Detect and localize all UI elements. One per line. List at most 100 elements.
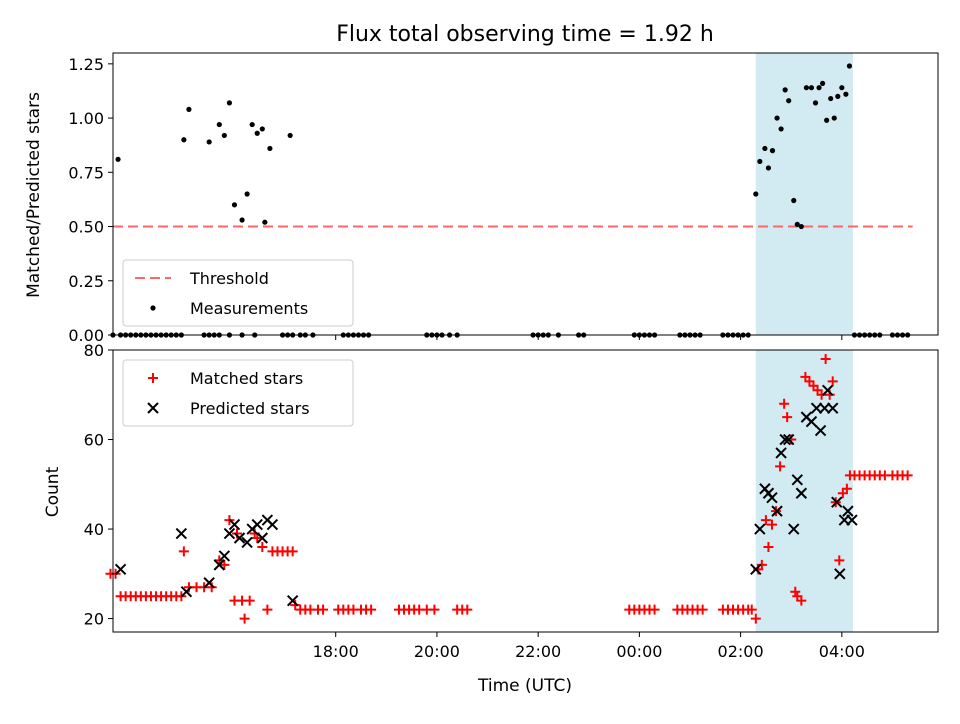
predicted-star-point [805,415,818,428]
matched-star-point [244,595,255,606]
matched-star-point [760,515,771,526]
measurement-point [231,202,238,208]
measurement-point [239,217,245,223]
measurement-point [824,117,830,123]
x-tick-label: 00:00 [616,642,662,661]
predicted-star-point [203,577,215,589]
matched-star-point [746,604,757,615]
legend-matched-swatch [148,373,158,383]
predicted-star-point [233,532,246,544]
matched-star-point [262,604,273,615]
bottom-panel-y-label: Count [43,466,63,517]
y-tick-label: 0.00 [68,326,104,345]
predicted-star-point [754,523,766,535]
measurement-point [769,148,776,154]
y-tick-label: 1.00 [68,109,104,128]
predicted-star-point [782,433,795,446]
predicted-star-point [791,474,804,486]
matched-star-point [287,546,298,557]
matched-star-point [820,353,831,364]
measurement-point [753,191,759,197]
legend-label: Predicted stars [190,399,310,418]
measurement-point [249,121,255,128]
legend-label: Matched stars [190,369,303,388]
predicted-star-point [241,536,253,549]
y-tick-label: 1.25 [68,55,104,74]
predicted-star-point [795,487,808,499]
matched-star-point [257,541,268,552]
predicted-star-point [775,447,787,459]
matched-star-point [763,541,774,552]
highlight-span [755,53,853,335]
predicted-star-point [228,518,241,531]
measurement-point [828,95,834,102]
matched-star-point [775,461,786,472]
legend-label: Threshold [189,269,269,288]
y-tick-label: 60 [84,431,104,450]
measurement-point [791,197,797,204]
measurement-point [762,145,768,152]
predicted-star-point [827,402,839,414]
matched-star-point [779,398,790,409]
ratio-panel: 0.00 0.25 0.50 0.75 1.00 1.25 Threshold Measure… [68,52,939,345]
y-tick-label: 0.75 [68,163,104,182]
predicted-star-point [180,586,193,598]
matched-star-point [429,604,440,615]
predicted-star-point [286,594,299,607]
predicted-star-point [251,518,263,531]
matched-star-point [790,586,801,597]
predicted-star-point [114,563,127,576]
measurement-point [262,219,268,225]
predicted-star-point [831,496,843,508]
predicted-star-point [814,424,827,437]
matched-star-point [178,546,189,557]
predicted-star-point [266,518,279,531]
measurement-point [244,191,250,197]
measurement-point [798,223,804,230]
legend-measurement-swatch [150,305,156,311]
matched-star-point [756,559,767,570]
predicted-star-point [779,433,791,446]
predicted-star-point [175,527,188,540]
legend-box [122,259,354,327]
measurement-point [287,132,293,139]
axes-frame [112,52,939,336]
measurement-point [816,85,822,91]
x-tick-label: 22:00 [515,642,561,661]
measurement-point [808,85,815,91]
matched-star-point [366,604,377,615]
y-tick-label: 0.25 [68,272,104,291]
y-tick-label: 20 [84,610,104,629]
predicted-star-point [213,559,225,571]
measurement-point [115,156,121,162]
measurement-point [820,80,826,86]
measurement-point [786,98,792,104]
matched-star-point [766,519,777,530]
measurement-point [181,137,187,143]
matched-star-point [697,604,708,615]
predicted-star-point [223,527,236,540]
matched-star-point [649,604,660,615]
legend-box [122,359,354,427]
predicted-star-point [842,505,854,517]
measurement-point [839,85,845,91]
predicted-star-point [788,523,800,535]
matched-star-point [252,533,263,543]
x-tick-label: 20:00 [414,642,460,661]
measurement-point [216,121,222,128]
matched-star-point [239,613,250,624]
matched-star-point [902,470,913,481]
x-tick-label: 04:00 [819,642,865,661]
measurement-point [757,158,763,165]
ratio-legend: Threshold Measurements [122,259,354,327]
measurement-point [846,63,853,69]
measurement-point [831,115,837,121]
measurement-point [206,139,212,145]
measurement-point [765,165,772,171]
matched-star-point [462,604,473,615]
measurement-point [259,126,265,132]
x-axis-label: Time (UTC) [477,676,572,696]
matched-star-point [827,376,838,387]
y-tick-label: 80 [84,341,104,360]
